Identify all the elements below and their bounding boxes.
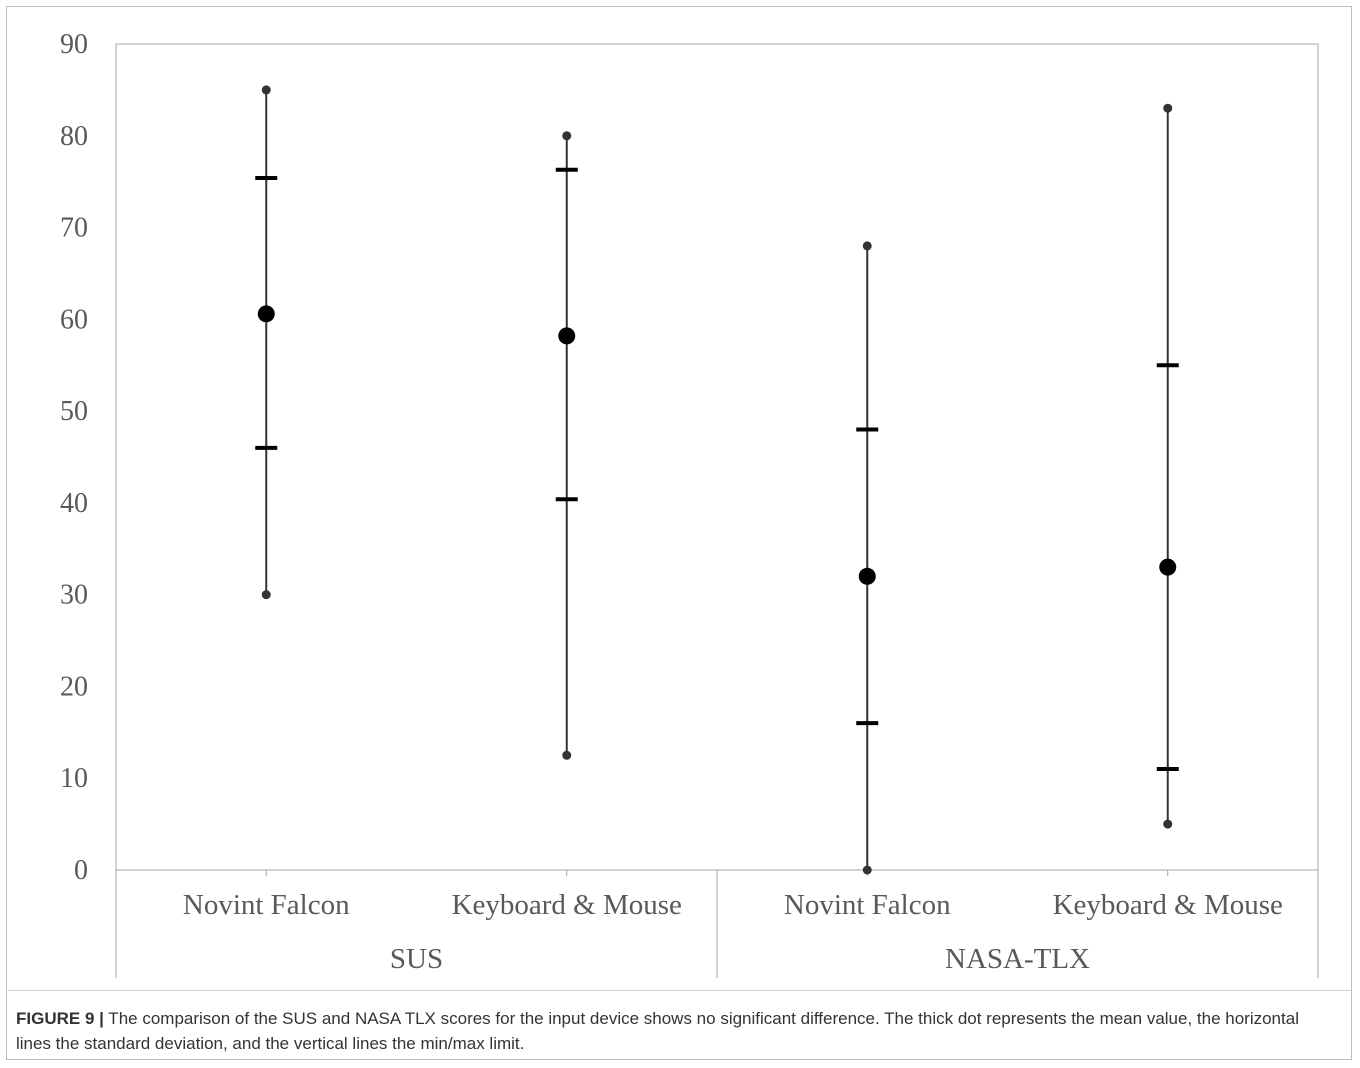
mean-point <box>858 567 876 585</box>
min-point <box>1163 819 1173 829</box>
max-point <box>862 241 872 251</box>
max-point <box>562 131 572 141</box>
caption-text: The comparison of the SUS and NASA TLX s… <box>16 1009 1299 1053</box>
y-tick-label: 0 <box>74 855 88 886</box>
figure-caption: FIGURE 9 | The comparison of the SUS and… <box>16 1006 1336 1056</box>
y-tick-label: 20 <box>60 671 88 702</box>
category-label: Keyboard & Mouse <box>1053 889 1283 921</box>
caption-divider <box>6 990 1352 991</box>
category-label: Keyboard & Mouse <box>452 889 682 921</box>
y-tick-label: 90 <box>60 29 88 60</box>
plot-area-border <box>115 43 1319 871</box>
min-point <box>862 865 872 875</box>
y-tick-label: 30 <box>60 580 88 611</box>
category-label: Novint Falcon <box>183 889 350 921</box>
mean-point <box>558 327 576 345</box>
max-point <box>261 85 271 95</box>
min-point <box>261 590 271 600</box>
min-point <box>562 750 572 760</box>
chart: 0 10 20 30 40 50 60 70 80 90 SUS Novint Falcon Keybo… <box>60 29 1319 978</box>
group-label: SUS <box>390 943 443 975</box>
y-tick-label: 40 <box>60 488 88 519</box>
y-tick-label: 60 <box>60 304 88 335</box>
category-label: Novint Falcon <box>784 889 951 921</box>
mean-point <box>257 305 275 323</box>
max-point <box>1163 103 1173 113</box>
y-tick-label: 80 <box>60 121 88 152</box>
group-label: NASA-TLX <box>945 943 1090 975</box>
figure-label: FIGURE 9 | <box>16 1009 104 1028</box>
mean-point <box>1159 558 1177 576</box>
y-tick-label: 10 <box>60 763 88 794</box>
figure-frame <box>6 6 1352 1060</box>
y-tick-label: 50 <box>60 396 88 427</box>
y-tick-label: 70 <box>60 213 88 244</box>
